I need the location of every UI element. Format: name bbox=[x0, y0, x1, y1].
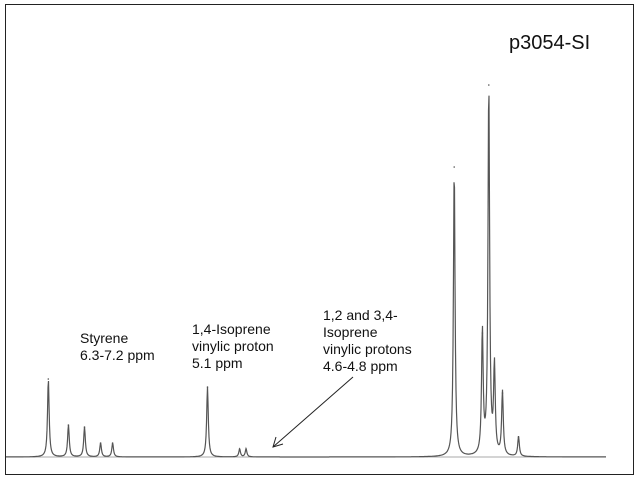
nmr-spectrum-chart: p3054-SI Styrene 6.3-7.2 ppm 1,4-Isopren… bbox=[6, 32, 606, 458]
peak-point-5 bbox=[206, 386, 209, 388]
peak-point-0 bbox=[47, 378, 50, 380]
annotation-14-isoprene-line-3: 5.1 ppm bbox=[192, 355, 243, 371]
peak-point-6 bbox=[238, 448, 241, 450]
annotation-styrene-line-1: Styrene bbox=[80, 330, 128, 346]
peak-point-2 bbox=[83, 426, 86, 428]
peak-point-7 bbox=[245, 448, 247, 450]
annotation-14-isoprene-line-1: 1,4-Isoprene bbox=[192, 321, 271, 337]
peak-point-8 bbox=[453, 166, 456, 168]
peak-point-11 bbox=[493, 368, 496, 370]
chart-frame: p3054-SI Styrene 6.3-7.2 ppm 1,4-Isopren… bbox=[5, 4, 634, 475]
peak-point-4 bbox=[111, 442, 114, 444]
spectrum-trace bbox=[6, 95, 606, 458]
peak-point-3 bbox=[99, 442, 102, 444]
annotation-12-34-isoprene-line-4: 4.6-4.8 ppm bbox=[323, 358, 398, 374]
peak-point-9 bbox=[488, 84, 490, 86]
annotation-12-34-isoprene-line-1: 1,2 and 3,4- bbox=[323, 307, 398, 323]
peak-marks bbox=[47, 84, 520, 450]
annotation-14-isoprene-line-2: vinylic proton bbox=[192, 338, 274, 354]
peak-point-12 bbox=[501, 392, 504, 394]
annotation-arrow bbox=[272, 376, 354, 448]
peak-point-13 bbox=[517, 436, 520, 438]
peak-point-1 bbox=[67, 424, 70, 426]
chart-tag: p3054-SI bbox=[509, 32, 590, 54]
annotation-12-34-isoprene-line-2: Isoprene bbox=[323, 324, 378, 340]
peak-point-10 bbox=[481, 332, 484, 334]
annotation-12-34-isoprene-line-3: vinylic protons bbox=[323, 341, 412, 357]
annotation-styrene-line-2: 6.3-7.2 ppm bbox=[80, 347, 155, 363]
